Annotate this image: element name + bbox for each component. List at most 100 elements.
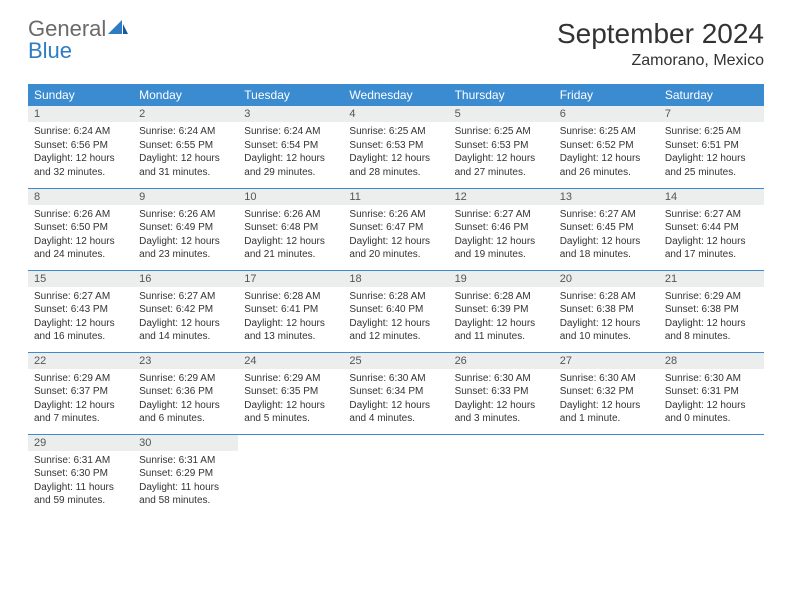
day-day2: and 21 minutes. (244, 248, 337, 262)
day-number: 22 (28, 353, 133, 369)
day-number: 12 (449, 189, 554, 205)
weekday-sunday: Sunday (28, 84, 133, 106)
day-sunset: Sunset: 6:38 PM (560, 303, 653, 317)
day-number: 9 (133, 189, 238, 205)
day-day2: and 6 minutes. (139, 412, 232, 426)
day-number: 8 (28, 189, 133, 205)
day-sunrise: Sunrise: 6:30 AM (560, 372, 653, 386)
day-day2: and 5 minutes. (244, 412, 337, 426)
day-day1: Daylight: 12 hours (244, 399, 337, 413)
day-sunrise: Sunrise: 6:28 AM (560, 290, 653, 304)
day-sunrise: Sunrise: 6:30 AM (349, 372, 442, 386)
day-sunset: Sunset: 6:44 PM (665, 221, 758, 235)
day-number: 3 (238, 106, 343, 122)
calendar-cell: 28Sunrise: 6:30 AMSunset: 6:31 PMDayligh… (659, 352, 764, 434)
day-number: 24 (238, 353, 343, 369)
month-title: September 2024 (557, 18, 764, 50)
day-sunrise: Sunrise: 6:26 AM (139, 208, 232, 222)
calendar-cell: 23Sunrise: 6:29 AMSunset: 6:36 PMDayligh… (133, 352, 238, 434)
day-sunset: Sunset: 6:38 PM (665, 303, 758, 317)
calendar-week-row: 8Sunrise: 6:26 AMSunset: 6:50 PMDaylight… (28, 188, 764, 270)
calendar-cell: 10Sunrise: 6:26 AMSunset: 6:48 PMDayligh… (238, 188, 343, 270)
day-number: 4 (343, 106, 448, 122)
day-day1: Daylight: 12 hours (455, 152, 548, 166)
header: GeneralBlue September 2024 Zamorano, Mex… (28, 18, 764, 70)
calendar-week-row: 15Sunrise: 6:27 AMSunset: 6:43 PMDayligh… (28, 270, 764, 352)
calendar-cell: 6Sunrise: 6:25 AMSunset: 6:52 PMDaylight… (554, 106, 659, 188)
day-day2: and 10 minutes. (560, 330, 653, 344)
day-day2: and 31 minutes. (139, 166, 232, 180)
day-sunrise: Sunrise: 6:26 AM (244, 208, 337, 222)
day-sunrise: Sunrise: 6:29 AM (34, 372, 127, 386)
day-day2: and 16 minutes. (34, 330, 127, 344)
day-sunrise: Sunrise: 6:27 AM (34, 290, 127, 304)
day-details: Sunrise: 6:25 AMSunset: 6:52 PMDaylight:… (554, 122, 659, 181)
day-day2: and 11 minutes. (455, 330, 548, 344)
day-details: Sunrise: 6:30 AMSunset: 6:34 PMDaylight:… (343, 369, 448, 428)
day-number: 15 (28, 271, 133, 287)
day-day2: and 20 minutes. (349, 248, 442, 262)
weekday-friday: Friday (554, 84, 659, 106)
day-details: Sunrise: 6:26 AMSunset: 6:47 PMDaylight:… (343, 205, 448, 264)
logo-sail-icon (108, 18, 128, 40)
calendar-week-row: 22Sunrise: 6:29 AMSunset: 6:37 PMDayligh… (28, 352, 764, 434)
day-sunset: Sunset: 6:34 PM (349, 385, 442, 399)
day-number: 21 (659, 271, 764, 287)
title-block: September 2024 Zamorano, Mexico (557, 18, 764, 70)
day-sunrise: Sunrise: 6:24 AM (34, 125, 127, 139)
calendar-cell: 26Sunrise: 6:30 AMSunset: 6:33 PMDayligh… (449, 352, 554, 434)
weekday-wednesday: Wednesday (343, 84, 448, 106)
day-sunrise: Sunrise: 6:27 AM (139, 290, 232, 304)
weekday-monday: Monday (133, 84, 238, 106)
day-details: Sunrise: 6:29 AMSunset: 6:37 PMDaylight:… (28, 369, 133, 428)
day-sunset: Sunset: 6:42 PM (139, 303, 232, 317)
calendar-cell: 24Sunrise: 6:29 AMSunset: 6:35 PMDayligh… (238, 352, 343, 434)
day-sunset: Sunset: 6:52 PM (560, 139, 653, 153)
day-day1: Daylight: 12 hours (139, 235, 232, 249)
day-sunrise: Sunrise: 6:29 AM (244, 372, 337, 386)
day-day2: and 19 minutes. (455, 248, 548, 262)
calendar-cell (659, 434, 764, 516)
day-number: 26 (449, 353, 554, 369)
logo-word-blue: Blue (28, 38, 72, 63)
day-details: Sunrise: 6:27 AMSunset: 6:42 PMDaylight:… (133, 287, 238, 346)
day-sunset: Sunset: 6:46 PM (455, 221, 548, 235)
day-day2: and 14 minutes. (139, 330, 232, 344)
day-day2: and 12 minutes. (349, 330, 442, 344)
calendar-cell: 16Sunrise: 6:27 AMSunset: 6:42 PMDayligh… (133, 270, 238, 352)
day-day1: Daylight: 12 hours (349, 317, 442, 331)
day-details: Sunrise: 6:30 AMSunset: 6:32 PMDaylight:… (554, 369, 659, 428)
calendar-cell: 8Sunrise: 6:26 AMSunset: 6:50 PMDaylight… (28, 188, 133, 270)
day-sunrise: Sunrise: 6:31 AM (34, 454, 127, 468)
day-sunset: Sunset: 6:30 PM (34, 467, 127, 481)
day-details: Sunrise: 6:29 AMSunset: 6:35 PMDaylight:… (238, 369, 343, 428)
day-details: Sunrise: 6:31 AMSunset: 6:30 PMDaylight:… (28, 451, 133, 510)
day-day1: Daylight: 12 hours (244, 152, 337, 166)
day-sunset: Sunset: 6:32 PM (560, 385, 653, 399)
day-sunrise: Sunrise: 6:25 AM (560, 125, 653, 139)
day-sunset: Sunset: 6:47 PM (349, 221, 442, 235)
day-sunrise: Sunrise: 6:25 AM (349, 125, 442, 139)
calendar-cell: 25Sunrise: 6:30 AMSunset: 6:34 PMDayligh… (343, 352, 448, 434)
day-details: Sunrise: 6:26 AMSunset: 6:48 PMDaylight:… (238, 205, 343, 264)
calendar-cell (238, 434, 343, 516)
day-sunset: Sunset: 6:43 PM (34, 303, 127, 317)
day-day1: Daylight: 12 hours (560, 317, 653, 331)
day-day1: Daylight: 12 hours (349, 235, 442, 249)
day-number: 18 (343, 271, 448, 287)
day-number: 25 (343, 353, 448, 369)
day-day2: and 1 minute. (560, 412, 653, 426)
day-details: Sunrise: 6:26 AMSunset: 6:49 PMDaylight:… (133, 205, 238, 264)
day-sunrise: Sunrise: 6:28 AM (455, 290, 548, 304)
day-day1: Daylight: 12 hours (665, 317, 758, 331)
day-sunset: Sunset: 6:33 PM (455, 385, 548, 399)
day-sunset: Sunset: 6:51 PM (665, 139, 758, 153)
day-details: Sunrise: 6:28 AMSunset: 6:39 PMDaylight:… (449, 287, 554, 346)
day-sunset: Sunset: 6:56 PM (34, 139, 127, 153)
day-number: 5 (449, 106, 554, 122)
day-day1: Daylight: 12 hours (455, 399, 548, 413)
calendar-page: GeneralBlue September 2024 Zamorano, Mex… (0, 0, 792, 534)
day-sunset: Sunset: 6:55 PM (139, 139, 232, 153)
day-sunset: Sunset: 6:53 PM (349, 139, 442, 153)
day-details: Sunrise: 6:27 AMSunset: 6:45 PMDaylight:… (554, 205, 659, 264)
